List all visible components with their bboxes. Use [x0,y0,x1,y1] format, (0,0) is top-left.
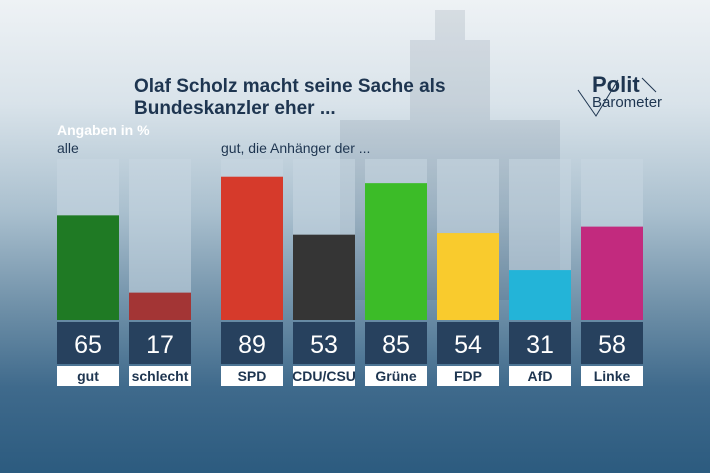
value-box-gut [57,322,119,364]
category-label-cdu-csu: CDU/CSU [292,368,356,384]
value-label-spd: 89 [238,331,266,359]
bar-cdu-csu [293,234,355,320]
bar-fdp [437,233,499,320]
value-box-fdp [437,322,499,364]
category-label-afd: AfD [528,368,553,384]
value-label-schlecht: 17 [146,331,174,359]
category-label-fdp: FDP [454,368,482,384]
category-box-linke [581,366,643,386]
value-box-grüne [365,322,427,364]
category-label-gut: gut [77,368,99,384]
group-label-all: alle [57,140,79,156]
bar-schlecht [129,292,191,320]
category-label-linke: Linke [594,368,631,384]
category-box-gut [57,366,119,386]
value-box-cdu-csu [293,322,355,364]
bar-grüne [365,183,427,320]
bar-linke [581,226,643,320]
logo-barometer-text: Barometer [592,94,663,111]
group-label-parties: gut, die Anhänger der ... [221,140,371,156]
value-label-gut: 65 [74,331,102,359]
category-box-cdu-csu [293,366,355,386]
category-box-schlecht [129,366,191,386]
bar-gut [57,215,119,320]
value-label-afd: 31 [526,331,554,359]
value-label-linke: 58 [598,331,626,359]
value-label-grüne: 85 [382,331,410,359]
bar-afd [509,270,571,320]
category-box-grüne [365,366,427,386]
category-box-fdp [437,366,499,386]
value-box-afd [509,322,571,364]
category-label-schlecht: schlecht [132,368,189,384]
bar-spd [221,176,283,320]
chart-title: Olaf Scholz macht seine Sache als Bundes… [134,76,494,120]
value-box-spd [221,322,283,364]
unit-label: Angaben in % [57,122,150,138]
logo-check-icon [577,77,657,117]
category-label-grüne: Grüne [375,368,416,384]
value-label-cdu-csu: 53 [310,331,338,359]
value-box-linke [581,322,643,364]
logo-polit-text: Polit [592,72,640,97]
title-line-2: Bundeskanzler eher ... [134,98,336,119]
value-label-fdp: 54 [454,331,482,359]
title-line-1: Olaf Scholz macht seine Sache als [134,76,446,97]
category-box-afd [509,366,571,386]
politbarometer-logo: Polit Barometer [574,70,674,118]
category-box-spd [221,366,283,386]
category-label-spd: SPD [238,368,267,384]
value-box-schlecht [129,322,191,364]
